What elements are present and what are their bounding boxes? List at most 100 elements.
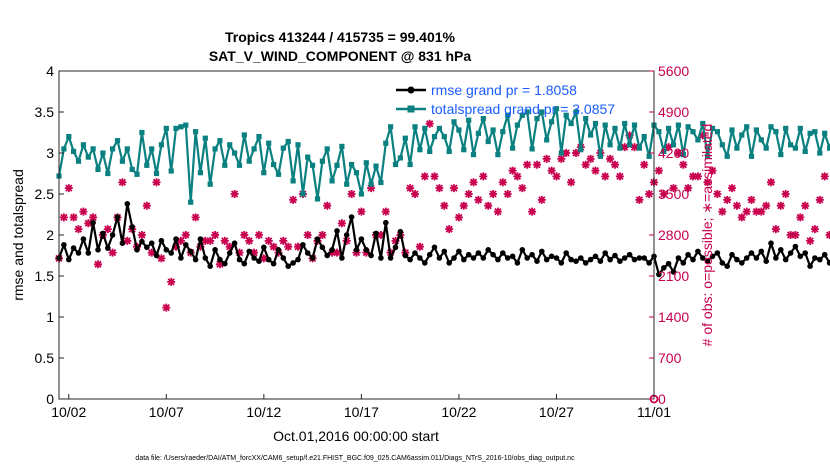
totalspread-point — [466, 117, 472, 123]
rmse-point — [563, 250, 569, 256]
obs-asterisk-core — [408, 186, 412, 190]
y-left-tick-label: 3.5 — [35, 104, 55, 120]
obs-assimilated-point — [693, 172, 702, 181]
obs-asterisk-core — [457, 215, 461, 220]
obs-asterisk-core — [813, 227, 817, 231]
rmse-point — [256, 258, 262, 265]
obs-asterisk-core — [754, 209, 759, 214]
totalspread-point — [271, 161, 277, 168]
obs-asterisk-core — [818, 198, 822, 202]
obs-assimilated-point — [547, 166, 556, 175]
totalspread-point — [456, 127, 462, 133]
obs-assimilated-point — [586, 154, 595, 163]
totalspread-point — [714, 129, 720, 135]
obs-asterisk-core — [705, 180, 710, 185]
rmse-point — [734, 256, 740, 263]
totalspread-point — [758, 137, 764, 143]
rmse-point — [431, 244, 438, 251]
rmse-point — [402, 252, 409, 259]
obs-asterisk-core — [81, 209, 86, 214]
totalspread-point — [344, 181, 350, 187]
totalspread-point — [622, 120, 628, 127]
obs-assimilated-point — [84, 219, 93, 228]
rmse-point — [368, 252, 374, 259]
y-axis-left-label: rmse and totalspread — [10, 169, 26, 301]
totalspread-point — [61, 146, 67, 152]
rmse-point — [617, 258, 623, 265]
rmse-point — [100, 230, 106, 237]
rmse-point — [236, 256, 243, 263]
totalspread-point — [232, 150, 238, 156]
obs-assimilated-point — [732, 201, 741, 210]
y-right-tick-label: 4200 — [658, 145, 689, 161]
obs-assimilated-point — [250, 248, 259, 257]
obs-asterisk-core — [642, 162, 646, 167]
obs-assimilated-point — [420, 172, 429, 181]
obs-asterisk-core — [822, 174, 827, 179]
obs-assimilated-point — [469, 178, 478, 187]
rmse-point — [436, 255, 443, 261]
obs-assimilated-point — [581, 160, 590, 169]
obs-assimilated-point — [411, 190, 419, 198]
obs-assimilated-point — [591, 166, 600, 175]
legend: rmse grand pr = 1.8058 totalspread grand… — [396, 82, 615, 117]
y-left-tick-label: 0.5 — [35, 350, 55, 366]
rmse-point — [265, 256, 272, 263]
rmse-point — [441, 248, 448, 255]
obs-assimilated-point — [723, 195, 732, 204]
rmse-point — [329, 247, 335, 253]
obs-assimilated-point — [606, 154, 615, 163]
obs-assimilated-point — [450, 184, 458, 193]
rmse-point — [202, 255, 209, 261]
obs-asterisk-core — [676, 151, 681, 155]
totalspread-point — [670, 142, 677, 148]
totalspread-point — [241, 132, 247, 138]
obs-asterisk-core — [554, 174, 559, 179]
totalspread-point — [553, 106, 560, 112]
totalspread-point — [163, 125, 169, 131]
rmse-point — [383, 219, 389, 226]
obs-assimilated-point — [737, 213, 746, 222]
y-left-tick-label: 2.5 — [35, 186, 55, 202]
obs-asterisk-core — [159, 256, 164, 261]
obs-assimilated-point — [137, 231, 146, 239]
obs-assimilated-point — [567, 178, 576, 187]
obs-asterisk-core — [120, 180, 125, 185]
legend-spread-marker — [407, 105, 415, 113]
obs-assimilated-point — [294, 242, 302, 251]
rmse-point — [212, 247, 218, 253]
obs-assimilated-point — [147, 248, 156, 257]
rmse-point — [290, 260, 296, 266]
totalspread-point — [373, 163, 379, 169]
obs-assimilated-point — [269, 242, 278, 251]
obs-assimilated-point — [303, 231, 312, 239]
rmse-point — [358, 236, 365, 242]
totalspread-point — [739, 132, 745, 138]
rmse-point — [280, 255, 287, 261]
obs-asterisk-core — [452, 186, 456, 190]
rmse-point — [397, 228, 404, 235]
obs-asterisk-core — [569, 180, 573, 185]
obs-assimilated-point — [810, 225, 819, 234]
rmse-point — [514, 260, 521, 266]
totalspread-point — [646, 153, 652, 159]
rmse-point — [378, 255, 384, 261]
obs-assimilated-point — [518, 184, 527, 193]
obs-assimilated-point — [108, 248, 117, 257]
totalspread-point — [227, 142, 233, 148]
rmse-point — [217, 256, 223, 263]
rmse-point — [626, 251, 633, 258]
obs-assimilated-point — [152, 178, 161, 187]
obs-assimilated-point — [708, 166, 717, 175]
totalspread-point — [66, 134, 72, 140]
rmse-point — [373, 230, 379, 237]
totalspread-point — [510, 145, 516, 151]
totalspread-point — [763, 145, 769, 151]
totalspread-point — [383, 140, 389, 146]
rmse-point — [597, 258, 604, 265]
totalspread-point — [85, 154, 91, 160]
obs-asterisk-core — [564, 151, 568, 155]
totalspread-point — [124, 146, 130, 152]
obs-asterisk-core — [788, 233, 793, 237]
rmse-point — [768, 240, 774, 246]
